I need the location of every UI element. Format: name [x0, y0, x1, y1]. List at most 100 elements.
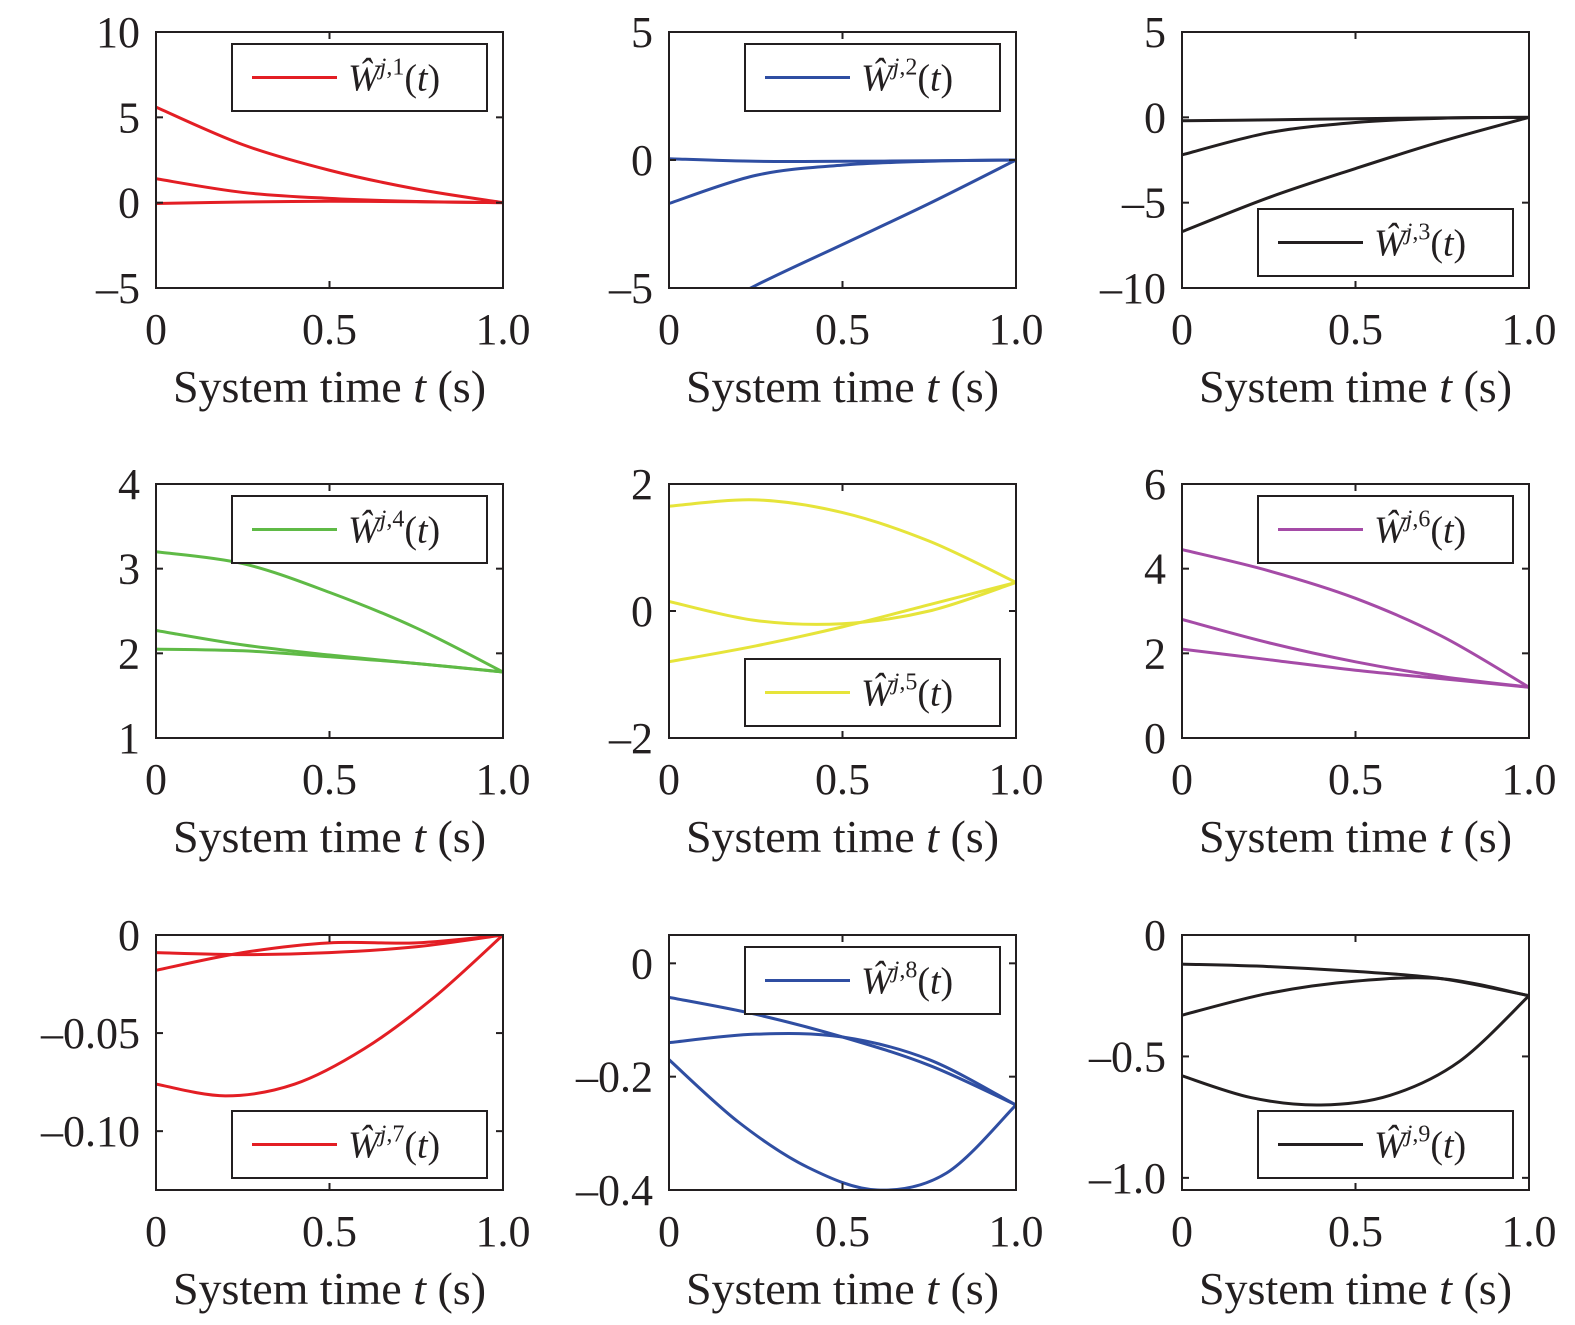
x-tick-label: 1.0 [989, 1207, 1044, 1256]
legend-label: Ŵj,4(t) [348, 507, 440, 552]
x-axis-label: System time t (s) [173, 811, 486, 862]
x-tick-label: 0.5 [1328, 755, 1383, 804]
y-tick-label: 0 [118, 179, 140, 228]
y-tick-label: 0 [118, 911, 140, 960]
series-group [156, 550, 503, 674]
legend-label: Ŵj,6(t) [1374, 507, 1466, 552]
legend-label: Ŵj,7(t) [348, 1122, 440, 1167]
x-tick-label: 0 [658, 305, 680, 354]
x-tick-label: 1.0 [989, 305, 1044, 354]
x-tick-label: 0.5 [302, 1207, 357, 1256]
x-axis-label: System time t (s) [686, 811, 999, 862]
x-tick-label: 0 [1171, 305, 1193, 354]
legend: Ŵj,2(t) [744, 43, 1001, 112]
x-tick-label: 1.0 [989, 755, 1044, 804]
legend: Ŵj,1(t) [231, 43, 488, 112]
series-line-2 [1182, 617, 1529, 689]
series-line-2 [669, 158, 1016, 206]
x-tick-label: 1.0 [1502, 305, 1557, 354]
y-tick-label: 0 [631, 587, 653, 636]
x-tick-label: 1.0 [476, 755, 531, 804]
series-line-2 [669, 580, 1016, 626]
series-group [156, 105, 503, 206]
subplot-7: –0.10 –0.05 0 0 0.5 1.0 System time t (s) Ŵj,7(… [40, 911, 531, 1314]
y-tick-label: 2 [1144, 629, 1166, 678]
x-tick-label: 0.5 [815, 1207, 870, 1256]
y-tick-label: 5 [631, 8, 653, 57]
y-tick-label: –5 [608, 264, 653, 313]
series-line-3 [156, 647, 503, 674]
y-tick-label: 4 [118, 460, 140, 509]
series-line-3 [669, 580, 1016, 664]
series-line-2 [156, 177, 503, 205]
series-group [1182, 548, 1529, 689]
series-line-1 [1182, 548, 1529, 689]
y-tick-label: 0 [1144, 93, 1166, 142]
legend: Ŵj,9(t) [1257, 1110, 1514, 1179]
series-line-2 [1182, 115, 1529, 157]
y-tick-label: –2 [608, 714, 653, 763]
subplot-8: –0.4 –0.2 0 0 0.5 1.0 System time t (s) Ŵj,8(t) [575, 934, 1044, 1314]
legend: Ŵj,5(t) [744, 658, 1001, 727]
legend-label: Ŵj,8(t) [861, 958, 953, 1003]
series-group [156, 935, 503, 1098]
x-tick-label: 0 [1171, 755, 1193, 804]
x-tick-label: 0.5 [1328, 305, 1383, 354]
x-tick-label: 0.5 [302, 755, 357, 804]
series-line-2 [156, 935, 503, 972]
series-line-3 [1182, 647, 1529, 689]
legend: Ŵj,7(t) [231, 1110, 488, 1179]
series-line-3 [747, 158, 1016, 288]
x-axis-label: System time t (s) [173, 1263, 486, 1314]
subplot-3: –10 –5 0 5 0 0.5 1.0 System time t (s) Ŵj,3(t) [1099, 8, 1557, 412]
series-line-3 [156, 935, 503, 1098]
y-tick-label: 5 [1144, 8, 1166, 57]
y-tick-label: 5 [118, 93, 140, 142]
x-tick-label: 0 [1171, 1207, 1193, 1256]
subplot-9: –1.0 –0.5 0 0 0.5 1.0 System time t (s) Ŵj,9(t) [1088, 911, 1557, 1314]
x-tick-label: 0 [658, 1207, 680, 1256]
y-tick-label: –1.0 [1088, 1154, 1166, 1203]
x-tick-label: 0.5 [302, 305, 357, 354]
y-tick-label: –0.5 [1088, 1032, 1166, 1081]
y-tick-label: 2 [631, 460, 653, 509]
series-group [669, 995, 1016, 1190]
y-tick-label: 0 [1144, 911, 1166, 960]
series-group [1182, 962, 1529, 1107]
x-tick-label: 1.0 [1502, 1207, 1557, 1256]
subplot-6: 0 2 4 6 0 0.5 1.0 System time t (s) Ŵj,6(t) [1144, 460, 1557, 862]
y-tick-label: 0 [631, 939, 653, 988]
series-line-3 [669, 1058, 1016, 1190]
x-tick-label: 1.0 [476, 305, 531, 354]
series-line-2 [669, 1032, 1016, 1107]
y-tick-label: 6 [1144, 460, 1166, 509]
x-axis-label: System time t (s) [686, 1263, 999, 1314]
legend-label: Ŵj,1(t) [348, 55, 440, 100]
x-tick-label: 0 [658, 755, 680, 804]
legend-label: Ŵj,3(t) [1374, 220, 1466, 265]
x-tick-label: 0 [145, 755, 167, 804]
series-line-3 [156, 199, 503, 206]
legend: Ŵj,3(t) [1257, 208, 1514, 277]
series-group [669, 157, 1016, 288]
y-tick-label: –0.05 [40, 1009, 140, 1058]
x-tick-label: 0.5 [1328, 1207, 1383, 1256]
y-tick-label: –0.2 [575, 1053, 653, 1102]
legend: Ŵj,4(t) [231, 495, 488, 564]
series-line-1 [156, 105, 503, 205]
legend-box [1257, 495, 1514, 564]
x-tick-label: 0.5 [815, 305, 870, 354]
subplot-4: 1 2 3 4 0 0.5 1.0 System time t (s) Ŵj,4(t) [118, 460, 531, 862]
y-tick-label: –0.10 [40, 1107, 140, 1156]
y-tick-label: –10 [1099, 264, 1166, 313]
y-tick-label: 0 [1144, 714, 1166, 763]
y-tick-label: –5 [95, 264, 140, 313]
x-axis-label: System time t (s) [686, 361, 999, 412]
series-group [669, 498, 1016, 664]
x-axis-label: System time t (s) [1199, 811, 1512, 862]
x-tick-label: 0 [145, 305, 167, 354]
legend-label: Ŵj,5(t) [861, 670, 953, 715]
